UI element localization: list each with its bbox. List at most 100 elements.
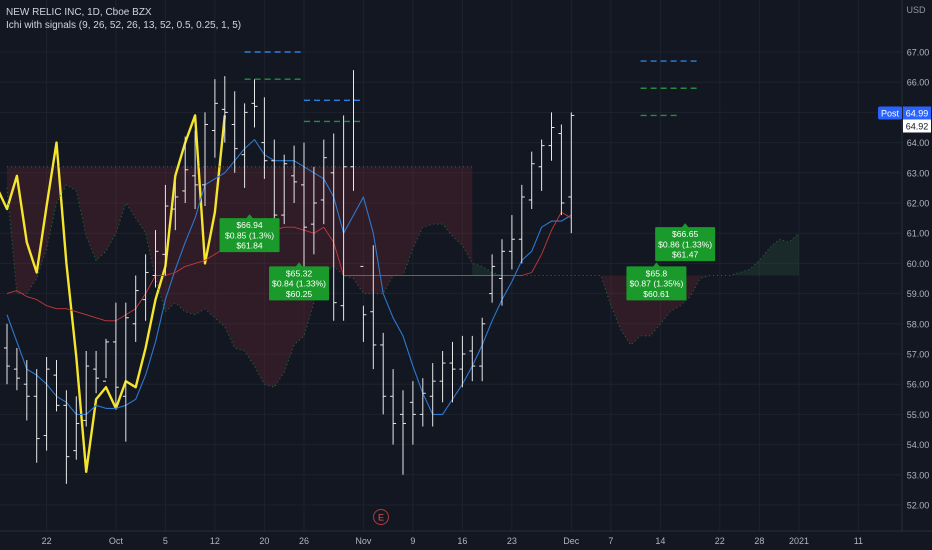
signal-text: $66.65 [672,229,699,239]
ohlc-bar [23,360,30,421]
cloud-segment [195,166,205,315]
ohlc-bar [182,136,189,203]
cloud-segment [254,166,265,385]
post-badge-label: Post [881,109,900,119]
cloud-segment [175,166,186,312]
price-tick-label: 55.00 [907,410,930,420]
ohlc-bar [439,350,446,403]
cloud-segment [601,275,611,306]
ohlc-bar [83,350,90,427]
cloud-segment [76,166,87,237]
ohlc-bar [63,390,70,484]
leading-span-b-line [6,184,800,388]
signal-text: $0.84 (1.33%) [272,279,326,289]
cloud-segment [234,166,245,351]
time-tick-label: 5 [163,536,168,546]
ohlc-bar [419,378,426,427]
time-tick-label: 7 [608,536,613,546]
signal-text: $65.8 [646,268,668,278]
cloud-segment [393,166,403,276]
currency-label: USD [906,5,926,15]
symbol-title[interactable]: NEW RELIC INC, 1D, Cboe BZX [6,7,152,18]
cloud-segment [759,248,770,276]
time-tick-label: 16 [457,536,467,546]
ohlc-bar [93,350,100,394]
cloud-segment [690,275,700,297]
ohlc-bar [301,142,307,273]
ohlc-bar [251,79,258,128]
signal-label: $65.8$0.87 (1.35%)$60.61 [626,262,687,301]
ohlc-bar [261,97,268,179]
indicator-title[interactable]: Ichi with signals (9, 26, 52, 26, 13, 52… [6,20,242,31]
cloud-segment [115,166,126,234]
time-tick-label: 14 [655,536,665,546]
ohlc-bar [221,76,228,143]
ohlc-bar [202,112,208,207]
signal-text: $61.47 [672,250,699,260]
cloud-segment [294,166,304,345]
cloud-segment [244,166,255,367]
signal-box [219,218,280,253]
signal-pointer [652,262,661,268]
ohlc-bar [271,139,278,234]
cloud-segment [769,239,780,276]
cloud-segment [472,263,483,276]
time-axis[interactable]: 22 Oct 5 12 20 26 Nov 9 16 23 Dec 7 14 22 28 2021 11 [42,536,863,546]
ohlc-bar [449,341,456,403]
ohlc-bar [152,230,159,288]
ohlc-bar [370,245,377,370]
ohlc-bar [548,112,555,161]
time-tick-label: 23 [507,536,517,546]
ohlc-bar [390,369,397,445]
cloud-segment [789,233,799,276]
post-market-badge: Post 64.99 [878,106,931,120]
ohlc-bar [400,390,406,475]
price-tick-label: 53.00 [907,470,930,480]
ohlc-bar [103,338,109,382]
signal-text: $65.32 [286,268,313,278]
time-tick-label: 11 [854,536,863,546]
ohlc-bar [310,166,317,255]
signal-box [269,266,330,301]
cloud-segment [403,166,413,276]
cloud-segment [700,275,710,279]
ohlc-bar [281,154,288,225]
conversion-line [6,139,572,415]
price-tick-label: 56.00 [907,380,930,390]
indicator-lines [0,114,800,473]
time-tick-label: 2021 [789,536,809,546]
cloud-segment [333,166,344,276]
cloud-segment [432,166,443,225]
ohlc-bar [192,130,199,210]
ohlc-bar [380,332,387,415]
cloud-segment [353,166,364,294]
signal-label: $66.65$0.86 (1.33%)$61.47 [655,223,716,262]
price-tick-label: 66.00 [907,78,930,88]
ohlc-bar [340,115,347,321]
signal-label: $65.32$0.84 (1.33%)$60.25 [269,262,330,301]
cloud-segment [106,166,116,252]
time-tick-label: 22 [42,536,52,546]
cloud-segment [363,166,374,294]
signal-box [655,227,716,262]
last-price-value: 64.92 [906,122,929,132]
cloud-segment [412,166,423,249]
signal-box [626,266,687,301]
ohlc-bar [528,151,535,210]
time-tick-label: 26 [299,536,309,546]
signal-text: $0.87 (1.35%) [629,279,683,289]
ohlc-bar [172,181,179,231]
price-tick-label: 60.00 [907,259,930,269]
ohlc-bar [320,139,327,225]
time-tick-label: Nov [355,536,372,546]
signal-pointer [245,214,254,220]
time-tick-label: 9 [410,536,415,546]
cloud-segment [135,166,146,234]
ohlc-bar [469,335,476,382]
ohlc-bar [291,145,298,203]
ohlc-bar [112,302,119,406]
earnings-marker[interactable]: E [373,509,389,525]
cloud-segment [422,166,433,228]
price-tick-label: 58.00 [907,319,930,329]
